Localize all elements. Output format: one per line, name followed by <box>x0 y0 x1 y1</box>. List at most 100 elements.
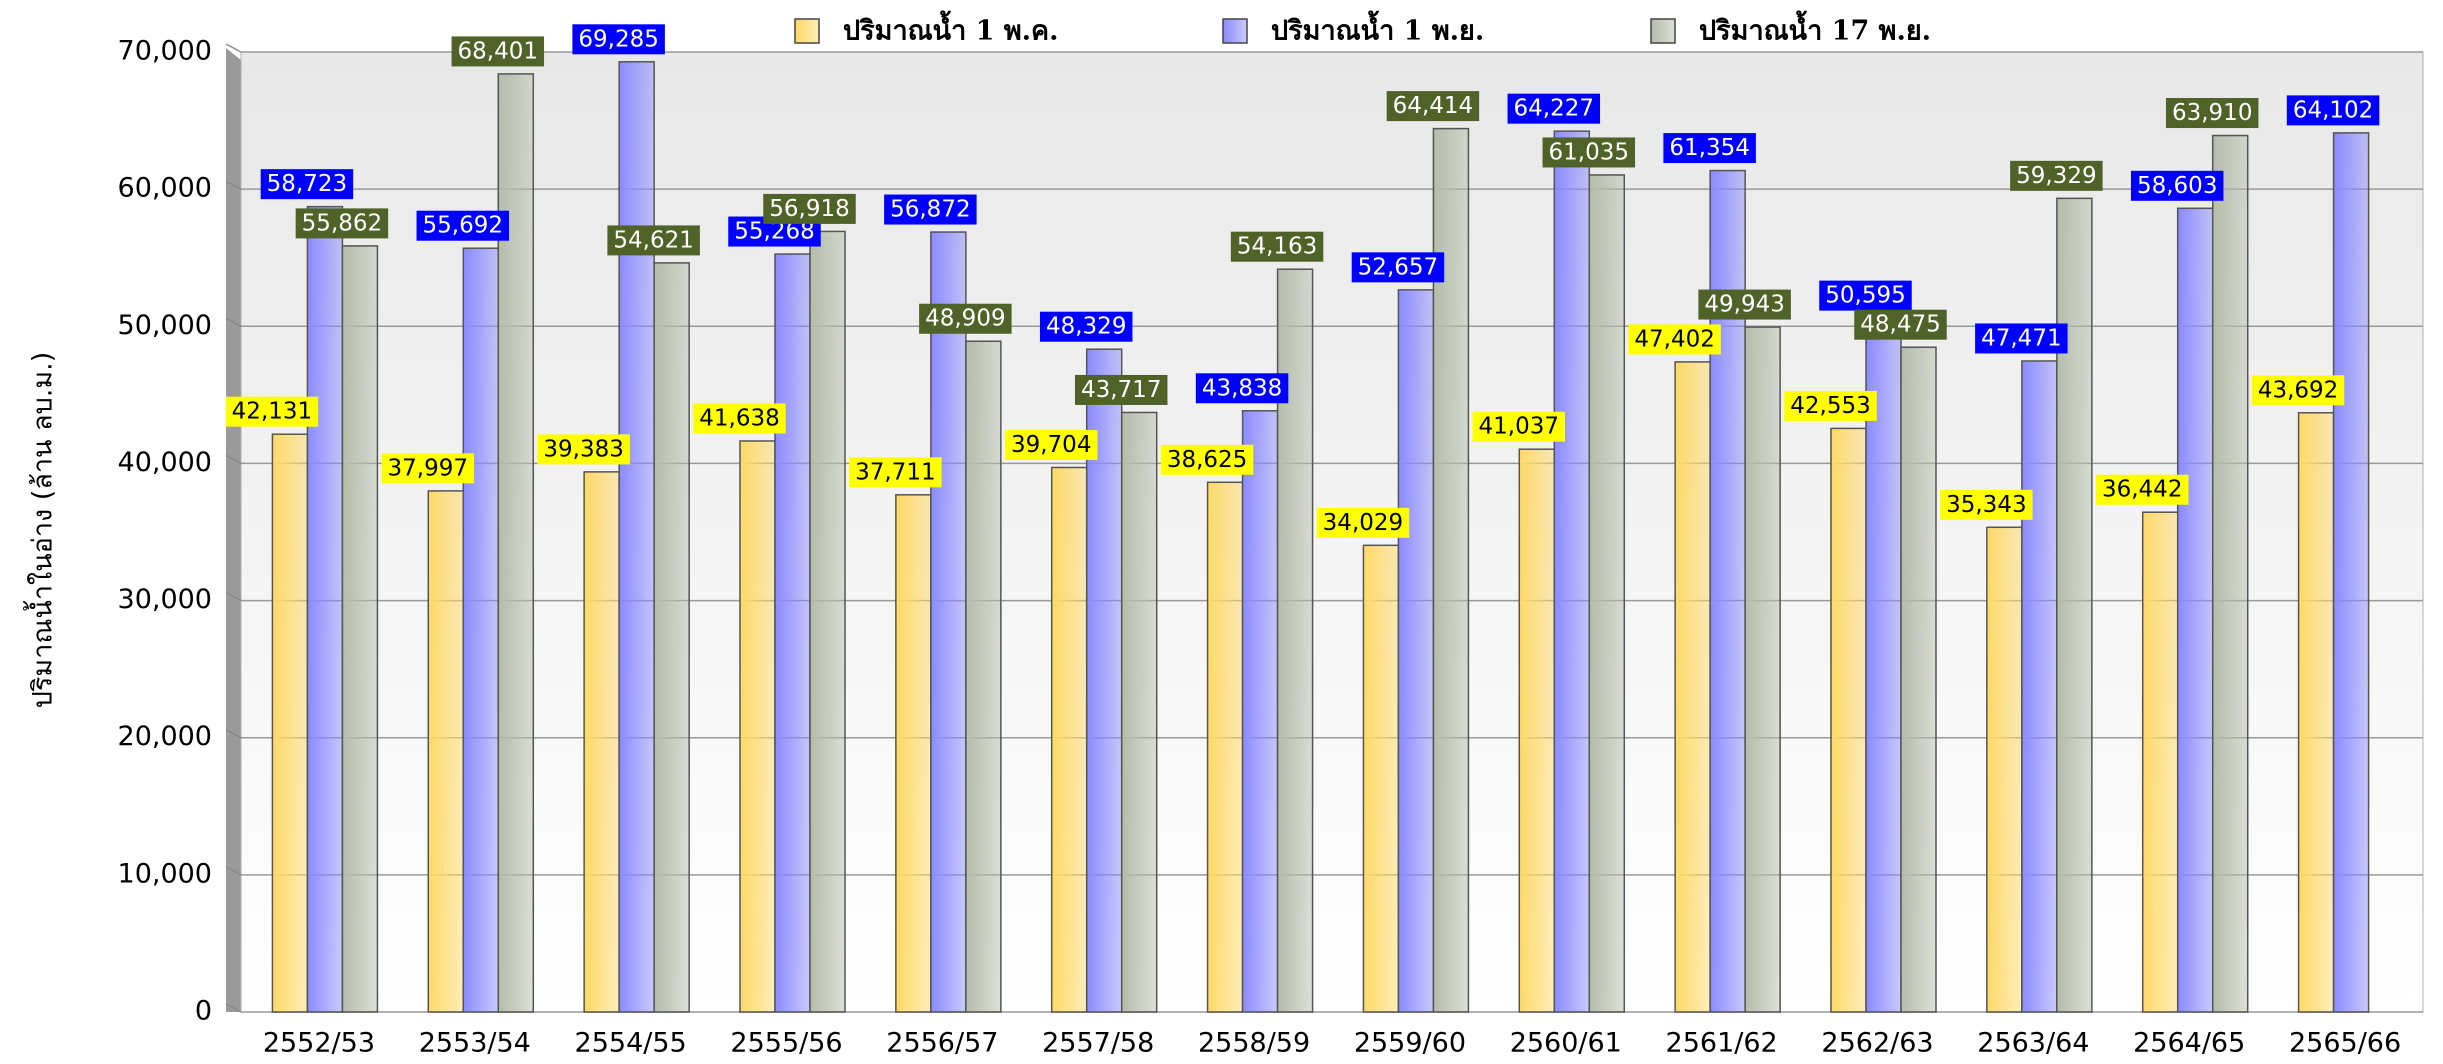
x-tick-label: 2560/61 <box>1510 1028 1622 1059</box>
y-tick-label: 0 <box>195 996 212 1027</box>
data-label-box <box>1975 323 2068 354</box>
x-tick-label: 2553/54 <box>419 1028 531 1059</box>
y-tick-label: 20,000 <box>118 721 212 752</box>
data-label-box <box>1004 429 1098 460</box>
tick-mark <box>225 317 242 327</box>
data-label: 48,909 <box>925 306 1005 332</box>
tick-mark <box>225 43 242 53</box>
bar <box>1432 127 1470 1013</box>
x-tick-label: 2554/55 <box>575 1028 687 1059</box>
bar <box>2176 207 2214 1013</box>
data-label: 43,717 <box>1081 377 1161 403</box>
tick-mark <box>225 729 242 739</box>
x-tick-label: 2562/63 <box>1821 1028 1933 1059</box>
data-label: 37,711 <box>855 459 935 485</box>
data-label-box <box>849 457 942 488</box>
data-label: 43,838 <box>1202 375 1282 401</box>
data-label-box <box>693 403 786 434</box>
bar <box>1830 427 1867 1013</box>
data-label-box <box>2286 95 2380 126</box>
data-label: 55,692 <box>423 213 503 239</box>
data-label: 61,354 <box>1669 135 1749 161</box>
data-label-box <box>2251 375 2345 406</box>
bar <box>1362 544 1400 1013</box>
data-label: 42,131 <box>232 399 312 425</box>
data-label-box <box>1351 252 1445 283</box>
data-label-box <box>260 169 354 200</box>
data-label: 56,918 <box>769 196 849 222</box>
data-label-box <box>537 434 630 465</box>
data-label: 63,910 <box>2172 100 2252 126</box>
tick-mark <box>225 1003 242 1013</box>
data-label: 38,625 <box>1167 447 1247 473</box>
data-label-box <box>451 36 545 67</box>
bar <box>306 205 344 1013</box>
tick-mark <box>225 591 242 602</box>
data-label: 69,285 <box>578 26 658 52</box>
y-tick-label: 30,000 <box>118 584 212 615</box>
bar <box>895 494 932 1013</box>
x-tick-label: 2555/56 <box>730 1028 842 1059</box>
data-label: 59,329 <box>2016 163 2096 189</box>
data-label: 37,997 <box>388 455 468 481</box>
tick-mark <box>225 866 242 876</box>
bar <box>1397 289 1435 1013</box>
data-label: 52,657 <box>1358 254 1438 280</box>
side-wall <box>226 48 241 1012</box>
bar <box>1553 130 1591 1013</box>
data-label-box <box>1386 91 1480 122</box>
data-label-box <box>381 453 475 484</box>
x-tick-label: 2556/57 <box>886 1028 998 1059</box>
data-label-box <box>225 396 319 427</box>
data-label-box <box>1039 311 1133 342</box>
data-label: 39,383 <box>543 436 623 462</box>
x-tick-label: 2558/59 <box>1198 1028 1310 1059</box>
bar <box>2332 132 2370 1013</box>
bar <box>462 247 500 1013</box>
bar <box>1744 326 1781 1013</box>
x-tick-label: 2561/62 <box>1666 1028 1778 1059</box>
data-label-box <box>1940 489 2033 520</box>
y-axis-label: ปริมาณน้ำในอ่าง (ล้าน ลบ.ม.) <box>23 352 59 709</box>
data-label-box <box>572 24 665 55</box>
data-label: 61,035 <box>1549 139 1629 165</box>
data-label: 39,704 <box>1011 432 1091 458</box>
data-label: 50,595 <box>1825 283 1905 309</box>
bar <box>1588 174 1626 1013</box>
data-label: 36,442 <box>2102 477 2182 503</box>
legend-swatch <box>1222 18 1248 44</box>
tick-mark <box>225 180 242 190</box>
legend-swatch <box>794 18 820 44</box>
x-tick-label: 2557/58 <box>1042 1028 1154 1059</box>
data-label: 42,553 <box>1790 393 1870 419</box>
bar <box>427 490 465 1013</box>
legend-label: ปริมาณน้ำ 1 พ.ย. <box>1271 10 1484 47</box>
legend-label: ปริมาณน้ำ 1 พ.ค. <box>843 10 1059 47</box>
bar <box>1900 346 1937 1013</box>
data-label-box <box>1542 137 1636 168</box>
data-label-box <box>763 193 856 224</box>
data-label: 54,621 <box>613 227 693 253</box>
data-label-box <box>1074 374 1168 405</box>
y-tick-label: 40,000 <box>118 447 212 478</box>
data-label: 56,872 <box>890 197 970 223</box>
bar <box>774 253 811 1013</box>
bar <box>497 73 535 1013</box>
bar <box>2141 511 2179 1013</box>
data-label: 35,343 <box>1946 492 2026 518</box>
bar <box>809 230 846 1013</box>
data-label: 47,471 <box>1981 325 2061 351</box>
bar <box>583 471 620 1013</box>
data-label: 41,638 <box>699 405 779 431</box>
data-label: 58,603 <box>2137 173 2217 199</box>
y-tick-label: 50,000 <box>118 310 212 341</box>
data-label: 41,037 <box>1479 414 1559 440</box>
bar <box>618 61 655 1013</box>
bar <box>2056 197 2093 1013</box>
bar <box>1241 410 1279 1013</box>
bar <box>2297 412 2335 1013</box>
data-label: 48,475 <box>1860 312 1940 338</box>
tick-mark <box>225 454 242 465</box>
bar <box>965 340 1002 1013</box>
